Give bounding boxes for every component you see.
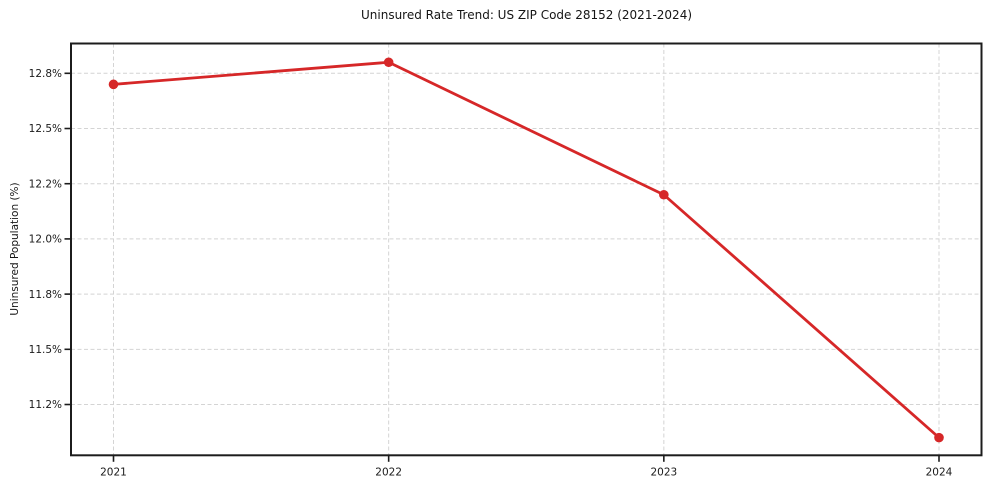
y-tick-label: 11.5%	[29, 344, 62, 356]
y-tick-label: 12.8%	[29, 68, 62, 80]
data-point-2021	[108, 79, 119, 90]
plot-border	[70, 42, 983, 457]
x-tick-label: 2023	[650, 466, 677, 478]
y-tick-label: 11.2%	[29, 399, 62, 411]
x-tick-label: 2022	[375, 466, 402, 478]
y-tick-label: 12.2%	[29, 178, 62, 190]
y-tick-label: 12.0%	[29, 234, 62, 246]
chart-title: Uninsured Rate Trend: US ZIP Code 28152 …	[360, 8, 693, 22]
data-point-2022	[383, 57, 394, 68]
trend-line	[112, 60, 941, 440]
y-tick-label: 11.8%	[29, 289, 62, 301]
data-point-2024	[934, 432, 944, 443]
x-tick-label: 2021	[100, 466, 127, 478]
x-tick-label: 2024	[926, 466, 953, 478]
data-point-2023	[659, 189, 669, 200]
y-tick-label: 12.5%	[29, 123, 62, 135]
